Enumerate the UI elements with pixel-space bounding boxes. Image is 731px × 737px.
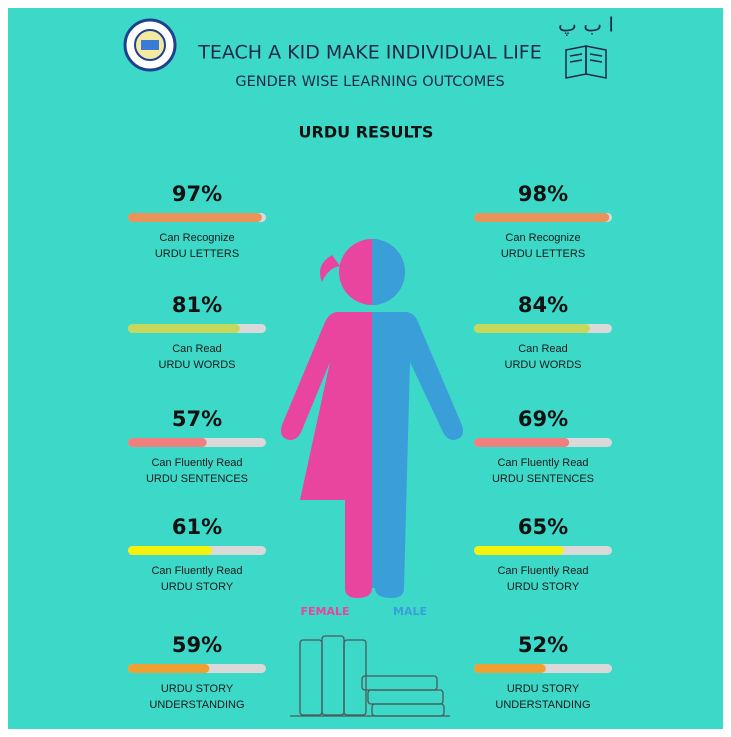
section-title: URDU RESULTS xyxy=(299,123,434,142)
percent-label: 59% xyxy=(172,633,222,657)
percent-label: 52% xyxy=(518,633,568,657)
item-label: Can Fluently Read xyxy=(497,457,588,469)
bar xyxy=(474,438,569,447)
percent-label: 98% xyxy=(518,182,568,206)
subtitle: GENDER WISE LEARNING OUTCOMES xyxy=(235,74,504,90)
item-label: UNDERSTANDING xyxy=(495,699,590,711)
bar xyxy=(128,438,207,447)
urdu-letters: ا ب پ xyxy=(558,13,614,37)
percent-label: 69% xyxy=(518,407,568,431)
bar xyxy=(474,213,609,222)
bar xyxy=(128,664,209,673)
percent-label: 84% xyxy=(518,293,568,317)
item-label: URDU WORDS xyxy=(505,359,582,371)
infographic: TEACH A KID MAKE INDIVIDUAL LIFE GENDER … xyxy=(0,0,731,737)
item-label: URDU SENTENCES xyxy=(146,473,248,485)
item-label: Can Fluently Read xyxy=(151,565,242,577)
bar xyxy=(474,324,590,333)
item-label: URDU LETTERS xyxy=(501,248,585,260)
item-label: Can Fluently Read xyxy=(151,457,242,469)
bar xyxy=(474,546,564,555)
percent-label: 97% xyxy=(172,182,222,206)
percent-label: 57% xyxy=(172,407,222,431)
percent-label: 65% xyxy=(518,515,568,539)
percent-label: 81% xyxy=(172,293,222,317)
logo xyxy=(125,20,175,70)
item-label: URDU STORY xyxy=(161,683,234,695)
item-label: UNDERSTANDING xyxy=(149,699,244,711)
item-label: Can Read xyxy=(518,343,568,355)
item-label: URDU STORY xyxy=(161,581,234,593)
item-label: URDU WORDS xyxy=(159,359,236,371)
bar xyxy=(128,213,262,222)
item-label: URDU LETTERS xyxy=(155,248,239,260)
bar xyxy=(128,546,212,555)
male-label: MALE xyxy=(393,605,427,618)
item-label: Can Fluently Read xyxy=(497,565,588,577)
item-label: Can Recognize xyxy=(159,232,234,244)
item-label: URDU SENTENCES xyxy=(492,473,594,485)
female-label: FEMALE xyxy=(300,605,349,618)
bar xyxy=(128,324,240,333)
percent-label: 61% xyxy=(172,515,222,539)
item-label: URDU STORY xyxy=(507,581,580,593)
item-label: Can Recognize xyxy=(505,232,580,244)
item-label: Can Read xyxy=(172,343,222,355)
item-label: URDU STORY xyxy=(507,683,580,695)
bar xyxy=(474,664,546,673)
title: TEACH A KID MAKE INDIVIDUAL LIFE xyxy=(197,42,541,64)
